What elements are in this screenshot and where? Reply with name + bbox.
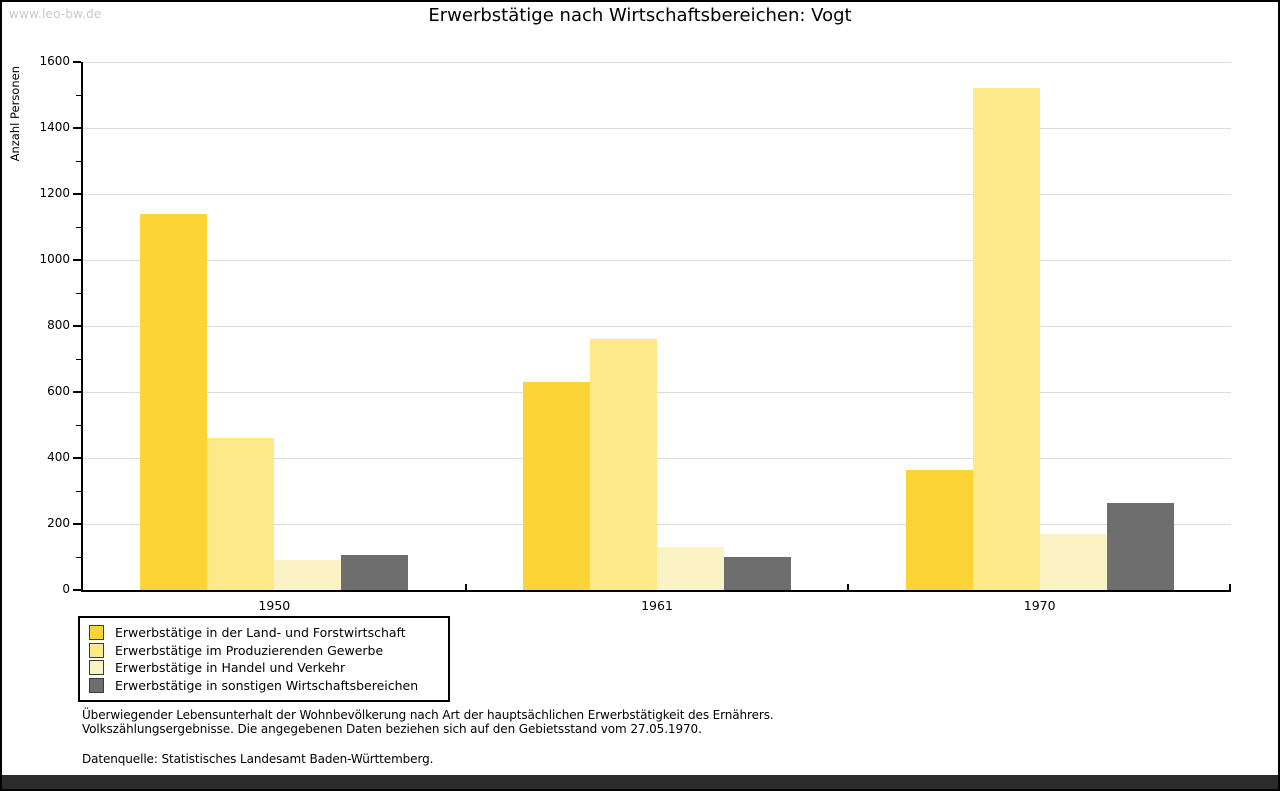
site-watermark: www.leo-bw.de <box>9 7 102 21</box>
y-axis-major-tick <box>73 259 81 261</box>
legend-label: Erwerbstätige in der Land- und Forstwirt… <box>115 625 406 641</box>
bar <box>905 469 973 590</box>
legend-row: Erwerbstätige in Handel und Verkehr <box>89 660 439 676</box>
y-axis-tick-label: 1200 <box>39 186 70 200</box>
x-axis-separator-tick <box>464 584 467 590</box>
footnote-text: Überwiegender Lebensunterhalt der Wohnbe… <box>82 708 774 736</box>
y-axis-major-tick <box>73 127 81 129</box>
bar <box>657 547 724 590</box>
y-axis-major-tick <box>73 325 81 327</box>
bar <box>207 438 275 590</box>
y-axis-tick-label: 0 <box>62 582 70 596</box>
data-source-text: Datenquelle: Statistisches Landesamt Bad… <box>82 752 434 766</box>
y-gridline <box>83 62 1231 63</box>
plot-area: 1950 1961 1970 <box>73 61 1231 613</box>
y-axis-minor-tick <box>76 358 81 360</box>
bar <box>341 555 409 590</box>
y-axis-minor-tick <box>76 292 81 294</box>
x-axis-category-label: 1950 <box>258 598 291 613</box>
y-axis-tick-label: 600 <box>47 384 70 398</box>
y-axis-minor-tick <box>76 226 81 228</box>
bar <box>274 560 342 590</box>
bar <box>724 557 791 590</box>
bar <box>140 213 208 590</box>
legend-row: Erwerbstätige in der Land- und Forstwirt… <box>89 625 439 641</box>
legend-label: Erwerbstätige in Handel und Verkehr <box>115 660 346 676</box>
y-axis-major-tick <box>73 523 81 525</box>
y-axis-minor-tick <box>76 424 81 426</box>
legend-color-swatch <box>89 660 104 676</box>
y-axis-minor-tick <box>76 556 81 558</box>
legend-row: Erwerbstätige in sonstigen Wirtschaftsbe… <box>89 677 439 693</box>
bar <box>523 382 590 590</box>
y-gridline <box>83 523 1231 525</box>
y-axis-tick-label: 1400 <box>39 120 70 134</box>
y-axis-major-tick <box>73 589 81 591</box>
y-gridline <box>83 457 1231 459</box>
x-axis-end-tick <box>1229 584 1231 590</box>
footnote-line-2: Volkszählungsergebnisse. Die angegebenen… <box>82 721 702 736</box>
bar <box>1039 533 1107 590</box>
x-axis-separator-tick <box>847 584 850 590</box>
y-axis-major-tick <box>73 61 81 63</box>
chart-legend: Erwerbstätige in der Land- und Forstwirt… <box>78 616 450 702</box>
y-axis-tick-label: 1000 <box>39 252 70 266</box>
y-axis-tick-label: 200 <box>47 516 70 530</box>
chart-title: Erwerbstätige nach Wirtschaftsbereichen:… <box>428 5 852 26</box>
x-axis-category-label: 1961 <box>641 598 673 613</box>
bar <box>1106 502 1174 590</box>
bar <box>590 339 657 590</box>
x-axis-category-label: 1970 <box>1023 598 1056 613</box>
legend-row: Erwerbstätige im Produzierenden Gewerbe <box>89 642 439 658</box>
bar <box>972 88 1040 590</box>
y-gridline <box>83 391 1231 393</box>
legend-label: Erwerbstätige im Produzierenden Gewerbe <box>115 642 384 658</box>
y-axis-minor-tick <box>76 490 81 492</box>
bottom-border-bar <box>2 775 1278 789</box>
legend-color-swatch <box>89 642 104 658</box>
y-axis-minor-tick <box>76 94 81 96</box>
legend-label: Erwerbstätige in sonstigen Wirtschaftsbe… <box>115 677 419 693</box>
legend-color-swatch <box>89 677 104 693</box>
footnote-line-1: Überwiegender Lebensunterhalt der Wohnbe… <box>82 708 774 722</box>
y-axis-major-tick <box>73 193 81 195</box>
legend-color-swatch <box>89 625 104 641</box>
y-gridline <box>83 193 1231 195</box>
y-gridline <box>83 127 1231 129</box>
y-gridline <box>83 325 1231 327</box>
y-axis-tick-label: 1600 <box>39 54 70 68</box>
y-axis-tick-label: 800 <box>47 318 70 332</box>
y-axis-major-tick <box>73 457 81 459</box>
y-axis-minor-tick <box>76 160 81 162</box>
y-axis-major-tick <box>73 391 81 393</box>
y-axis-tick-label: 400 <box>47 450 70 464</box>
y-gridline <box>83 259 1231 261</box>
